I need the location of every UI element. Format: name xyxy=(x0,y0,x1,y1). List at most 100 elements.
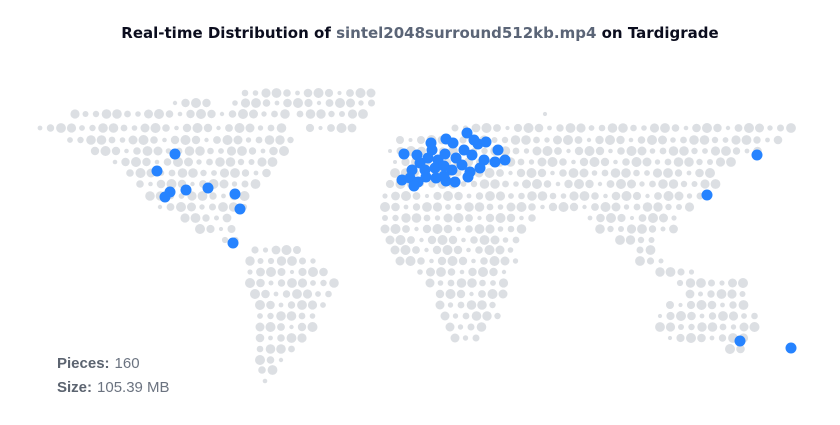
map-dot xyxy=(508,170,513,176)
map-dot xyxy=(736,344,745,354)
map-dot xyxy=(417,257,425,265)
map-dot xyxy=(663,168,673,178)
map-dot xyxy=(237,146,247,156)
map-dot xyxy=(470,180,478,188)
node-dot xyxy=(461,127,473,139)
map-dot xyxy=(447,268,456,276)
map-dot xyxy=(219,179,229,189)
map-dot xyxy=(670,137,676,143)
map-dot xyxy=(283,89,291,97)
map-dot xyxy=(250,289,260,299)
map-dot xyxy=(677,268,685,276)
map-dot xyxy=(219,168,230,178)
map-dot xyxy=(442,245,453,255)
map-dot xyxy=(711,136,719,144)
map-dot xyxy=(727,289,737,299)
map-dot xyxy=(144,109,153,119)
map-dot xyxy=(297,322,307,332)
map-dot xyxy=(265,344,276,354)
map-dot xyxy=(197,191,208,201)
map-dot xyxy=(148,181,153,187)
map-dot xyxy=(382,193,388,199)
map-dot xyxy=(613,159,618,165)
map-dot xyxy=(403,204,409,210)
map-dot xyxy=(315,291,321,297)
map-dot xyxy=(192,123,203,133)
map-dot xyxy=(173,157,183,167)
map-dot xyxy=(452,313,459,319)
map-dot xyxy=(424,247,429,253)
map-dot xyxy=(276,344,286,354)
map-dot xyxy=(616,135,625,145)
map-dot xyxy=(695,168,704,178)
map-dot xyxy=(667,335,673,341)
map-dot xyxy=(462,335,469,341)
map-dot xyxy=(289,324,294,330)
map-dot xyxy=(112,159,118,165)
map-dot xyxy=(419,237,424,243)
map-dot xyxy=(424,193,430,199)
map-dot xyxy=(414,226,419,232)
map-dot xyxy=(556,124,564,132)
map-dot xyxy=(454,191,463,201)
node-dot xyxy=(499,154,511,166)
map-dot xyxy=(435,300,445,310)
map-dot xyxy=(773,135,783,145)
map-dot xyxy=(496,169,504,177)
map-dot xyxy=(506,213,516,223)
node-dot xyxy=(180,184,192,196)
map-dot xyxy=(126,169,134,177)
map-dot xyxy=(440,311,450,321)
map-dot xyxy=(457,324,464,330)
map-dot xyxy=(79,125,85,131)
map-dot xyxy=(276,256,287,266)
map-dot xyxy=(617,147,625,155)
map-dot xyxy=(313,88,324,98)
map-dot xyxy=(645,245,656,255)
map-dot xyxy=(569,202,579,212)
map-dot xyxy=(325,290,332,298)
map-dot xyxy=(257,157,267,167)
map-dot xyxy=(66,123,77,133)
map-dot xyxy=(241,180,249,188)
map-dot xyxy=(637,136,646,144)
map-dot xyxy=(649,148,656,154)
map-dot xyxy=(412,203,421,211)
map-dot xyxy=(497,204,504,210)
map-dot xyxy=(296,110,304,118)
map-dot xyxy=(382,215,388,221)
map-dot xyxy=(432,202,443,212)
map-dot xyxy=(710,179,721,189)
map-dot xyxy=(586,137,592,143)
map-dot xyxy=(513,181,519,187)
map-dot xyxy=(388,149,392,153)
node-dot xyxy=(398,148,410,160)
map-dot xyxy=(486,203,494,211)
node-dot xyxy=(751,149,763,161)
map-dot xyxy=(508,193,514,199)
node-dot xyxy=(468,134,480,146)
map-dot xyxy=(445,289,456,299)
map-dot xyxy=(739,322,749,332)
map-dot xyxy=(255,333,265,343)
map-dot xyxy=(467,323,475,331)
map-dot xyxy=(214,215,219,221)
map-dot xyxy=(67,137,73,143)
map-dot xyxy=(719,280,725,286)
map-dot xyxy=(264,135,275,145)
node-dot xyxy=(474,162,486,174)
map-dot xyxy=(728,311,739,321)
map-dot xyxy=(671,215,677,221)
map-dot xyxy=(471,258,476,264)
map-dot xyxy=(744,148,750,154)
map-dot xyxy=(621,191,632,201)
map-dot xyxy=(532,179,542,189)
map-dot xyxy=(225,157,236,167)
map-dot xyxy=(140,123,150,133)
map-dot xyxy=(262,378,268,384)
map-dot xyxy=(637,146,647,156)
map-dot xyxy=(248,159,255,165)
map-dot xyxy=(182,123,192,133)
map-dot xyxy=(637,224,647,234)
map-dot xyxy=(574,136,583,144)
